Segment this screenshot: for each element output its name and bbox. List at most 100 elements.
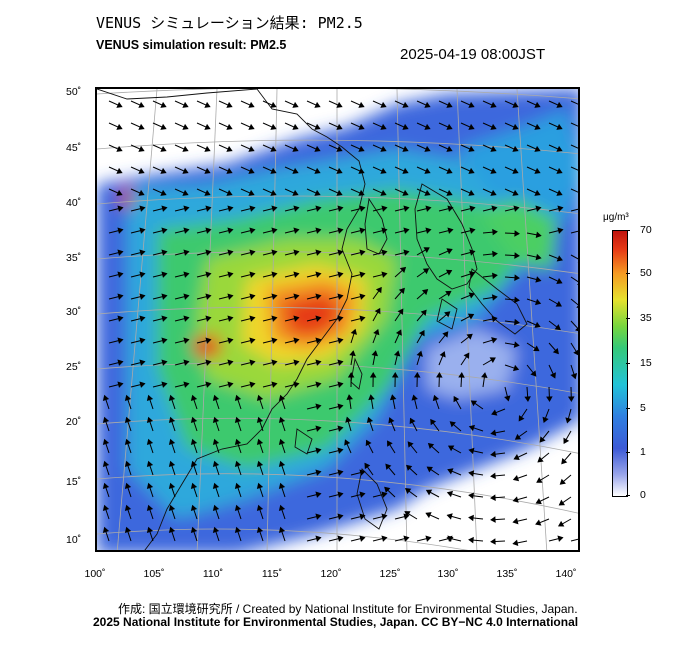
wind-arrow-head [513,454,520,461]
wind-arrow-head [205,381,212,388]
wind-arrow-head [534,167,541,174]
lat-label-15: 15˚ [66,476,82,488]
wind-arrow-head [424,123,431,130]
wind-arrow-head [234,460,242,468]
wind-arrow-head [425,227,432,234]
wind-arrow-head [256,504,264,512]
wind-arrow-head [116,189,123,196]
wind-arrow-head [190,460,198,468]
wind-arrow-head [446,101,453,108]
wind-arrow-head [446,145,453,152]
wind-arrow-head [422,268,430,275]
coastlines [97,89,528,550]
wind-arrow-head [212,394,220,402]
wind-arrow-head [490,494,496,501]
wind-arrow-head [557,535,564,542]
wind-arrow-head [190,504,198,512]
wind-arrow-head [380,145,387,152]
wind-arrow-head [139,249,146,256]
wind-arrow-head [146,416,154,424]
wind-arrow-head [205,293,212,300]
colorbar-label-0: 0 [640,489,646,501]
wind-arrow-head [249,227,256,234]
wind-arrow-head [491,315,498,323]
wind-arrow-head [168,416,176,424]
wind-arrow-head [336,145,343,152]
concentration-layer [97,89,578,550]
wind-arrow-head [490,450,496,458]
wind-arrow [570,538,578,542]
wind-arrow-head [398,287,405,295]
wind-arrow-head [424,189,431,196]
wind-arrow-head [116,167,123,174]
wind-arrow-head [336,123,343,130]
colorbar-tick [626,230,630,231]
wind-arrow-head [579,125,580,129]
wind-arrow-head [183,293,190,300]
wind-arrow-head [212,504,220,512]
wind-arrow-head [315,249,322,256]
wind-arrow-head [336,101,343,108]
wind-arrow-head [161,249,168,256]
copyright-text: 2025 National Institute for Environmenta… [93,615,579,629]
wind-arrow-head [160,167,167,174]
wind-arrow-head [349,350,356,357]
wind-arrow-head [380,167,387,174]
wind-arrow-head [425,205,432,212]
wind-arrow-head [278,482,286,490]
wind-arrow-head [226,167,233,174]
wind-arrow-head [552,347,559,355]
wind-arrow-head [234,438,242,446]
wind-arrow-head [556,101,563,108]
wind-arrow-head [161,271,168,278]
wind-arrow [570,188,578,193]
wind-arrow-head [579,169,580,173]
wind-arrow-head [470,400,478,407]
wind-arrow-head [490,123,497,130]
wind-arrow-head [117,293,124,300]
wind-arrow-head [403,535,410,542]
wind-arrow-head [535,519,542,526]
colorbar-tick [626,452,630,453]
wind-arrow-head [227,271,234,278]
lon-label-130: 130˚ [437,568,459,580]
wind-arrow-head [212,526,220,534]
wind-arrow-head [514,296,520,304]
wind-arrow-head [271,205,278,212]
wind-arrow-head [182,167,189,174]
wind-arrow-head [518,415,525,422]
wind-arrow-head [402,123,409,130]
wind-arrow-head [293,293,300,300]
wind-arrow-head [407,441,414,448]
wind-arrow-head [227,381,234,388]
wind-arrow-head [366,416,374,424]
lat-label-45: 45˚ [66,142,82,154]
wind-arrow-head [138,101,145,108]
wind-arrow-head [270,101,277,108]
wind-arrow-head [466,333,473,340]
wind-arrow-head [212,416,220,424]
wind-arrow-head [337,425,344,432]
wind-arrow-head [146,394,154,402]
wind-arrow-head [446,167,453,174]
lon-label-100: 100˚ [84,568,106,580]
wind-arrow-head [102,438,110,446]
wind-arrow-head [117,271,124,278]
wind-arrow-head [168,394,176,402]
wind-arrow-head [359,315,366,322]
wind-arrow-head [256,482,264,490]
wind-arrow-head [337,513,344,520]
wind-arrow-head [426,466,433,473]
pm25-map [95,87,580,552]
wind-arrow-head [256,394,264,402]
wind-arrow-head [315,491,322,498]
wind-arrow-head [293,205,300,212]
wind-arrow-head [292,123,299,130]
wind-arrow-head [226,123,233,130]
wind-arrow [570,166,578,171]
lon-label-135: 135˚ [496,568,518,580]
wind-arrow-head [271,315,278,322]
wind-arrow-head [556,189,563,196]
wind-arrow-head [336,167,343,174]
wind-arrow-head [381,249,388,256]
